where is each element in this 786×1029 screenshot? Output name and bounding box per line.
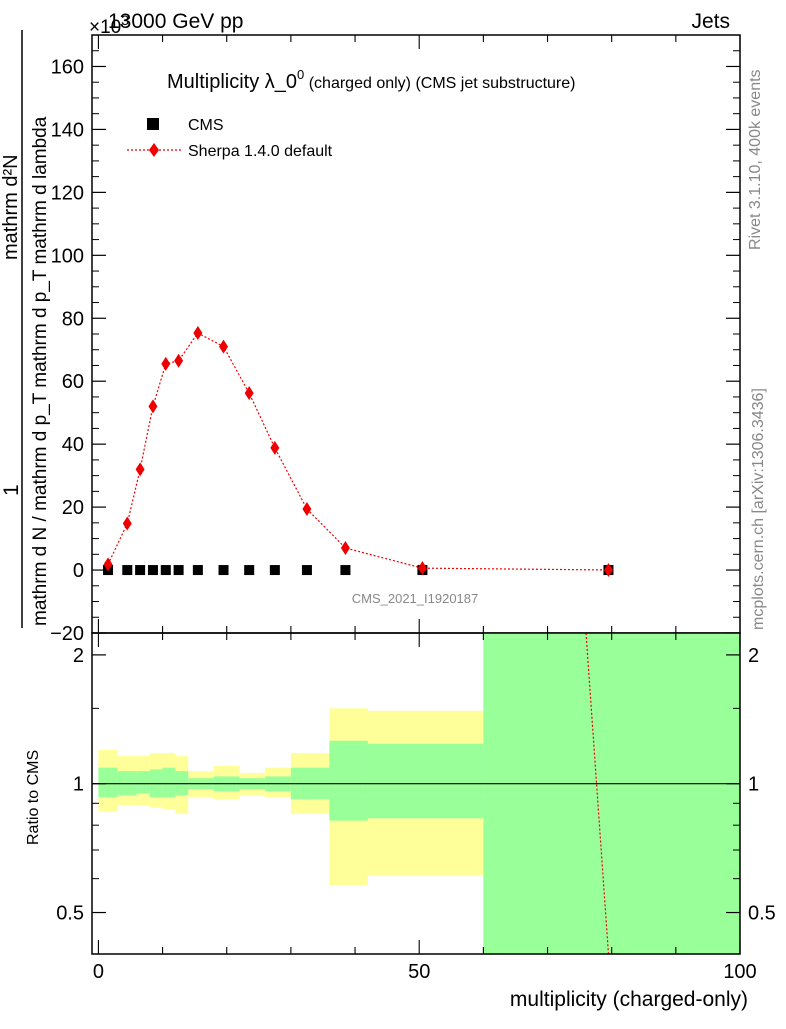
mc-data-point	[270, 440, 280, 455]
mcplots-label: mcplots.cern.ch [arXiv:1306.3436]	[750, 388, 767, 630]
y-tick-label: 140	[51, 119, 84, 141]
y-axis-label-denominator: mathrm d N / mathrm d p_T mathrm d p_T m…	[30, 116, 51, 626]
mc-data-point	[603, 562, 613, 577]
mc-data-point	[161, 356, 171, 371]
cms-data-point	[218, 565, 229, 576]
ratio-plot-panel: 0.5 0.5 1 1 2 2 0 50 100 Ratio to CMS multiplici…	[25, 632, 776, 1011]
uncertainty-band-inner-13	[483, 633, 740, 954]
y-tick-label: 20	[62, 497, 84, 519]
y-tick-label: 160	[51, 56, 84, 78]
y-tick-label: 120	[51, 182, 84, 204]
cms-data-point	[269, 565, 280, 576]
ratio-plot-axes: 0.5 0.5 1 1 2 2 0 50 100	[56, 633, 776, 983]
mc-data-point	[148, 399, 158, 414]
y-tick-label: 80	[62, 308, 84, 330]
plot-title: Multiplicity λ_00 (charged only) (CMS je…	[167, 67, 575, 93]
rivet-label: Rivet 3.1.10, 400k events	[747, 69, 764, 250]
cms-data-point	[160, 565, 171, 576]
ratio-y-tick-label: 0.5	[56, 903, 84, 925]
ratio-y-tick-label-right: 1	[748, 774, 759, 796]
y-axis-label: 1 mathrm d²N mathrm d N / mathrm d p_T m…	[0, 30, 51, 628]
mc-data-point	[193, 326, 203, 341]
mc-series-line	[107, 332, 609, 571]
ratio-plot-marks	[92, 632, 740, 955]
ratio-axis-label: Ratio to CMS	[25, 750, 42, 845]
watermark: CMS_2021_I1920187	[352, 591, 479, 606]
legend-cms-label: CMS	[188, 117, 224, 134]
x-tick-label: 50	[408, 961, 430, 983]
cms-data-point	[301, 565, 312, 576]
mc-data-point	[103, 557, 113, 572]
y-tick-label: −20	[50, 623, 84, 645]
mc-data-point	[244, 386, 254, 401]
ratio-mc-line	[585, 632, 610, 955]
uncertainty-band-inner-4	[162, 767, 176, 798]
cms-data-point	[173, 565, 184, 576]
y-tick-label: 40	[62, 434, 84, 456]
x-axis-label: multiplicity (charged-only)	[510, 988, 748, 1011]
mc-data-point	[417, 561, 427, 576]
mc-data-point	[219, 339, 229, 354]
uncertainty-band-inner-11	[329, 740, 368, 821]
mc-data-point	[122, 516, 132, 531]
category-label: Jets	[691, 10, 730, 33]
y-axis-label-numerator: mathrm d²N	[0, 154, 22, 260]
mc-data-point	[340, 541, 350, 556]
ratio-y-tick-label-right: 2	[748, 645, 759, 667]
legend-mc-label: Sherpa 1.4.0 default	[188, 143, 333, 160]
legend-cms-marker	[147, 118, 159, 130]
uncertainty-band-inner-12	[367, 743, 484, 819]
y-tick-label: 0	[73, 560, 84, 582]
mc-data-point	[174, 353, 184, 368]
cms-data-point	[244, 565, 255, 576]
uncertainty-band-inner-0	[98, 767, 118, 798]
y-tick-label: 60	[62, 371, 84, 393]
main-plot-axes: −20 0 20 40 60 80 100 120 140 160	[50, 34, 741, 645]
main-plot-panel: −20 0 20 40 60 80 100 120 140 160 Multiplicity λ_…	[50, 34, 741, 645]
y-tick-label: 100	[51, 245, 84, 267]
main-plot-marks	[103, 326, 614, 577]
energy-label: 13000 GeV pp	[108, 10, 243, 33]
cms-data-point	[147, 565, 158, 576]
legend-mc-marker	[149, 143, 159, 157]
y-axis-label-top: 1	[0, 484, 23, 496]
uncertainty-band-inner-2	[136, 771, 150, 794]
mc-data-point	[302, 501, 312, 516]
cms-data-point	[340, 565, 351, 576]
exponent-label: ×103	[89, 12, 129, 38]
cms-data-point	[192, 565, 203, 576]
ratio-y-tick-label-right: 0.5	[748, 903, 776, 925]
cms-data-point	[135, 565, 146, 576]
ratio-y-tick-label: 1	[73, 774, 84, 796]
ratio-y-tick-label: 2	[73, 645, 84, 667]
x-tick-label: 100	[723, 961, 756, 983]
mc-data-point	[135, 462, 145, 477]
cms-data-point	[122, 565, 133, 576]
ratio-plot-frame	[91, 632, 741, 955]
legend: CMS Sherpa 1.4.0 default	[127, 117, 333, 160]
x-tick-label: 0	[93, 961, 104, 983]
